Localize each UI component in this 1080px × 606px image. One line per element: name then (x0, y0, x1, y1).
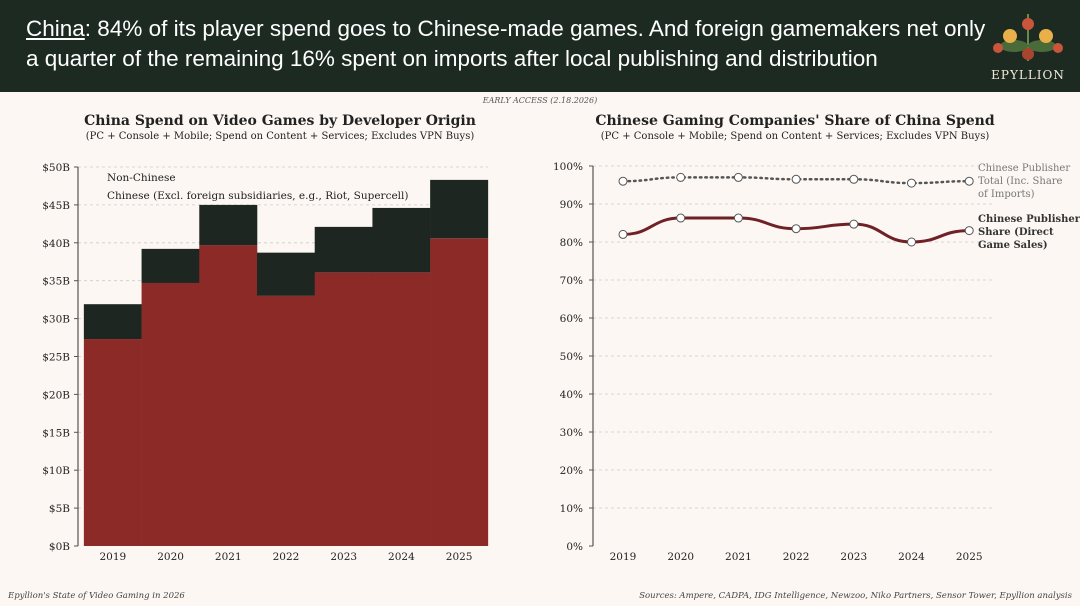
left-chart-title: China Spend on Video Games by Developer … (84, 113, 476, 129)
x-tick-label: 2019 (610, 551, 637, 563)
bar-non-chinese (199, 204, 258, 246)
x-tick-label: 2020 (667, 551, 694, 563)
point-direct-share (676, 213, 686, 223)
x-tick-label: 2023 (330, 551, 357, 563)
legend-chinese: Chinese (Excl. foreign subsidiaries, e.g… (107, 190, 409, 202)
y-tick-label: 40% (560, 389, 583, 401)
y-tick-label: $15B (42, 427, 70, 439)
left-chart-subtitle: (PC + Console + Mobile; Spend on Content… (85, 131, 475, 142)
x-tick-label: 2021 (725, 551, 752, 563)
x-tick-label: 2021 (215, 551, 242, 563)
y-tick-label: $20B (42, 389, 70, 401)
y-tick-label: $5B (49, 503, 70, 515)
y-tick-label: $45B (42, 200, 70, 212)
bar-non-chinese (257, 252, 315, 296)
y-tick-label: 70% (560, 275, 583, 287)
bar-non-chinese (141, 248, 200, 283)
y-tick-label: $25B (42, 352, 70, 364)
point-direct-share (964, 226, 974, 236)
x-tick-label: 2020 (157, 551, 184, 563)
y-tick-label: $50B (42, 162, 70, 174)
bar-chinese (199, 245, 258, 546)
bar-chinese (83, 339, 142, 546)
bar-chinese (314, 272, 373, 546)
x-tick-label: 2024 (388, 551, 415, 563)
point-direct-share (618, 229, 628, 239)
bar-non-chinese (430, 179, 489, 239)
point-direct-share (733, 213, 743, 223)
y-tick-label: 90% (560, 199, 583, 211)
y-tick-label: 30% (560, 427, 583, 439)
early-access-label: EARLY ACCESS (2.18.2026) (482, 96, 598, 105)
x-tick-label: 2022 (273, 551, 300, 563)
point-total-share (676, 172, 686, 182)
x-tick-label: 2024 (898, 551, 925, 563)
bar-chinese (430, 238, 489, 546)
y-tick-label: $40B (42, 238, 70, 250)
bar-non-chinese (314, 226, 373, 273)
y-tick-label: $30B (42, 314, 70, 326)
floral-logo-icon (993, 14, 1063, 61)
y-tick-label: 10% (560, 503, 583, 515)
logo-text: EPYLLION (991, 68, 1065, 82)
label-direct: Chinese Publisher Share (Direct Game Sales… (978, 214, 1080, 251)
headline-rest: : 84% of its player spend goes to Chines… (26, 16, 986, 71)
y-tick-label: 100% (553, 161, 583, 173)
point-total-share (733, 172, 743, 182)
y-tick-label: 80% (560, 237, 583, 249)
header-banner: China: 84% of its player spend goes to C… (0, 0, 1080, 92)
y-tick-label: $0B (49, 541, 70, 553)
point-direct-share (849, 219, 859, 229)
x-tick-label: 2022 (783, 551, 810, 563)
y-tick-label: 50% (560, 351, 583, 363)
bar-chinese (141, 282, 200, 546)
y-tick-label: 0% (566, 541, 583, 553)
bar-chinese (372, 272, 431, 546)
epyllion-logo: EPYLLION (984, 6, 1072, 86)
y-tick-label: $10B (42, 465, 70, 477)
x-tick-label: 2025 (956, 551, 983, 563)
point-total-share (849, 174, 859, 184)
right-chart-title: Chinese Gaming Companies' Share of China… (595, 113, 995, 129)
x-tick-label: 2023 (840, 551, 867, 563)
point-total-share (964, 176, 974, 186)
bar-chinese (257, 295, 315, 546)
headline-lead: China (26, 16, 85, 41)
legend-non-chinese: Non-Chinese (107, 172, 176, 184)
point-direct-share (907, 237, 916, 247)
right-chart-subtitle: (PC + Console + Mobile; Spend on Content… (600, 131, 990, 142)
bar-non-chinese (372, 207, 431, 273)
y-tick-label: 60% (560, 313, 583, 325)
y-tick-label: $35B (42, 276, 70, 288)
footer-sources: Sources: Ampere, CADPA, IDG Intelligence… (639, 591, 1072, 601)
label-total: Chinese Publisher Total (Inc. Share of Imp… (978, 163, 1070, 200)
x-tick-label: 2019 (99, 551, 126, 563)
footer-left: Epyllion's State of Video Gaming in 2026 (8, 591, 185, 601)
y-tick-label: 20% (560, 465, 583, 477)
point-total-share (907, 178, 916, 188)
point-total-share (618, 176, 628, 186)
point-direct-share (791, 224, 801, 234)
point-total-share (791, 174, 801, 184)
headline: China: 84% of its player spend goes to C… (26, 14, 986, 74)
x-tick-label: 2025 (446, 551, 473, 563)
bar-non-chinese (83, 304, 142, 340)
